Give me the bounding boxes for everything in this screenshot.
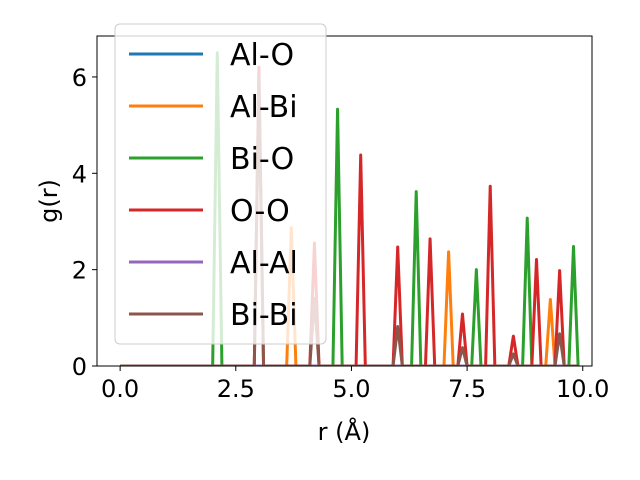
y-tick-label: 6 [72,64,87,92]
x-tick-label: 5.0 [332,375,370,403]
plot-frame [96,35,593,367]
y-tick-label: 0 [72,353,87,381]
x-tick-label: 0.0 [101,375,139,403]
x-axis: 0.0 2.5 5.0 7.5 10.0 [101,366,609,403]
x-axis-title: r (Å) [318,417,371,446]
legend-label-bi-o: Bi-O [230,142,294,177]
legend-box [114,23,327,345]
legend: Al-O Al-Bi Bi-O O-O Al-Al Bi-Bi [114,23,327,345]
legend-label-al-bi: Al-Bi [230,90,298,125]
x-tick-label: 7.5 [448,375,486,403]
x-tick-label: 2.5 [217,375,255,403]
legend-label-al-o: Al-O [230,38,294,73]
x-tick-label: 10.0 [556,375,609,403]
legend-label-o-o: O-O [230,194,290,229]
y-axis: 0 2 4 6 [72,64,97,381]
y-axis-title: g(r) [35,179,63,223]
y-tick-label: 4 [72,160,87,188]
legend-label-bi-bi: Bi-Bi [230,298,298,333]
legend-label-al-al: Al-Al [230,246,298,281]
y-tick-label: 2 [72,257,87,285]
